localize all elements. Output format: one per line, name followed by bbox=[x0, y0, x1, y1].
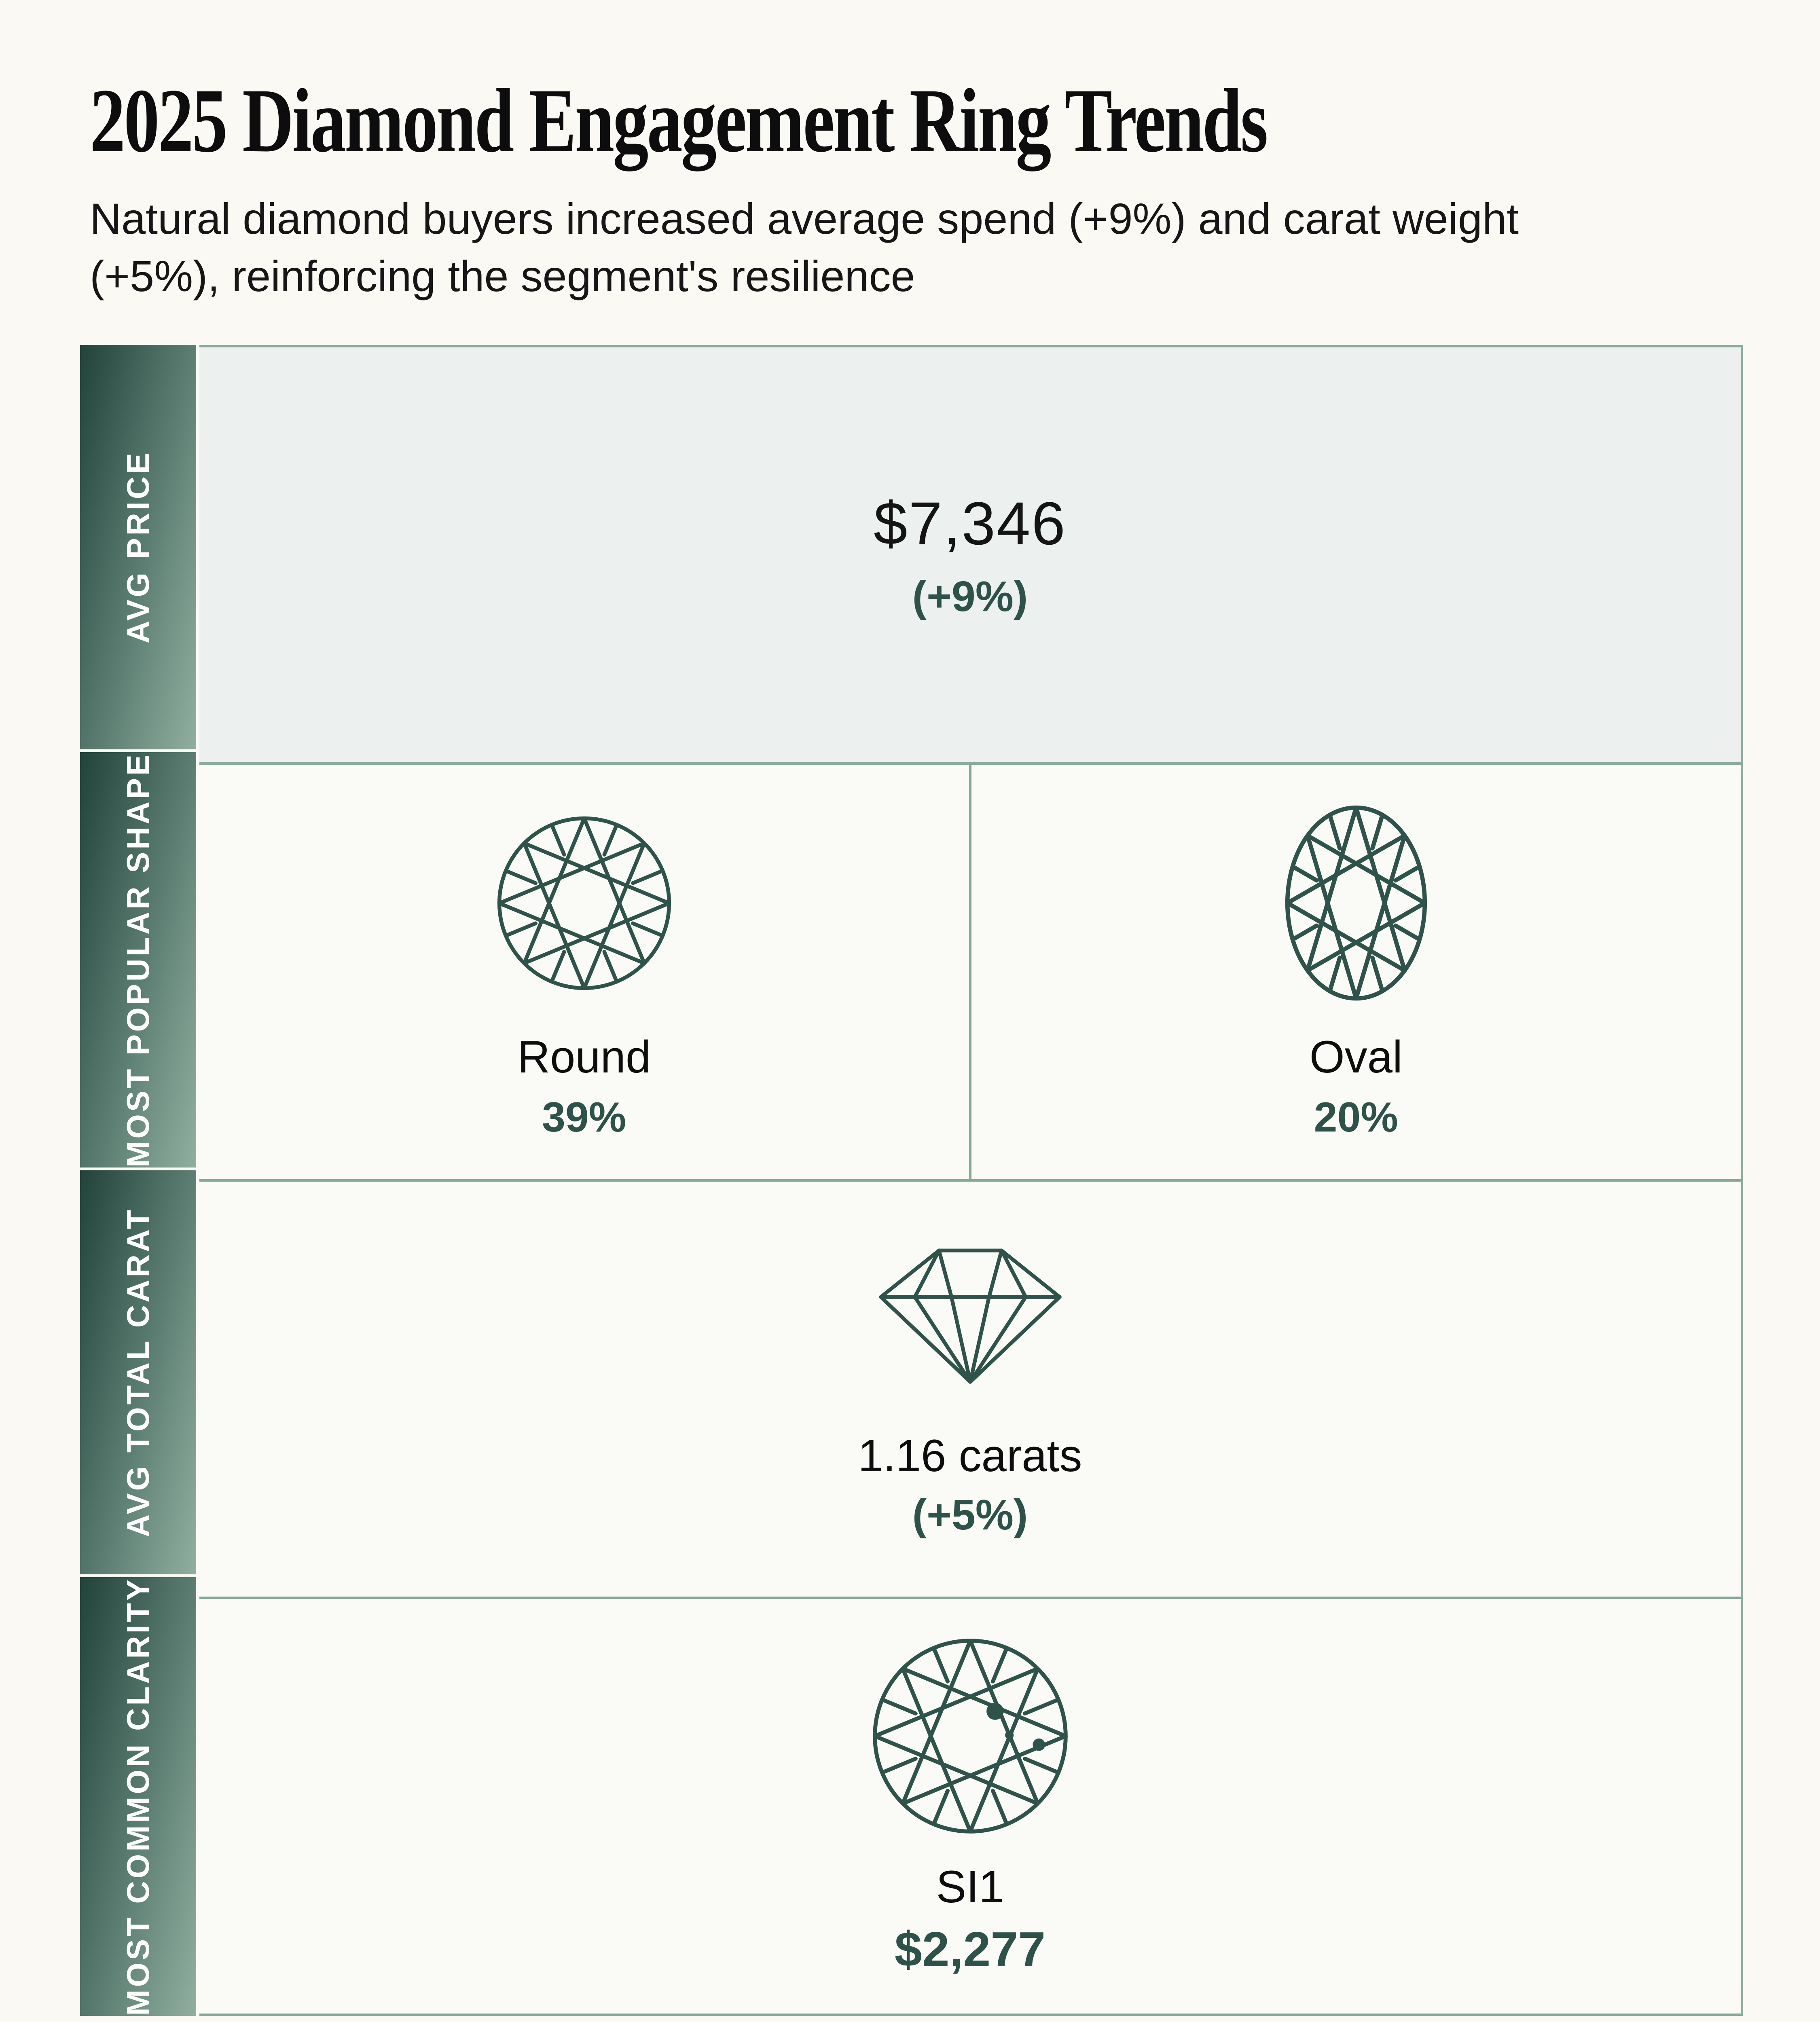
sidebar-cell-popular-shape: MOST POPULAR SHAPE bbox=[80, 752, 196, 1168]
diamond-side-icon bbox=[877, 1239, 1063, 1392]
row-common-clarity: SI1 $2,277 bbox=[199, 1599, 1741, 2014]
sidebar-label: MOST POPULAR SHAPE bbox=[120, 752, 156, 1168]
sidebar-cell-common-clarity: MOST COMMON CLARITY bbox=[80, 1577, 196, 2016]
round-shape-name: Round bbox=[517, 1032, 651, 1083]
inclusion-dot bbox=[986, 1703, 1004, 1720]
round-shape-pct: 39% bbox=[542, 1094, 626, 1141]
oval-diamond-icon bbox=[1282, 802, 1431, 1004]
round-shape-cell: Round 39% bbox=[199, 764, 969, 1179]
inclusion-dot bbox=[1032, 1738, 1045, 1751]
round-diamond-icon bbox=[494, 802, 674, 1004]
subtitle-line-1: Natural diamond buyers increased average… bbox=[90, 194, 1519, 243]
row-total-carat: 1.16 carats (+5%) bbox=[199, 1182, 1741, 1597]
sidebar-cell-avg-price: AVG PRICE bbox=[80, 345, 196, 749]
common-clarity-cell: SI1 $2,277 bbox=[199, 1599, 1741, 2014]
table-content: $7,346 (+9%) bbox=[199, 345, 1743, 2016]
row-avg-price: $7,346 (+9%) bbox=[199, 347, 1741, 762]
inclusion-dot bbox=[1005, 1730, 1014, 1740]
oval-shape-name: Oval bbox=[1309, 1032, 1403, 1083]
sidebar-label: MOST COMMON CLARITY bbox=[120, 1577, 156, 2016]
avg-price-cell: $7,346 (+9%) bbox=[199, 347, 1741, 762]
total-carat-change: (+5%) bbox=[912, 1491, 1028, 1539]
avg-price-change: (+9%) bbox=[912, 572, 1028, 620]
oval-shape-cell: Oval 20% bbox=[971, 764, 1741, 1179]
trends-table: AVG PRICE MOST POPULAR SHAPE AVG TOTAL C… bbox=[80, 345, 1743, 2016]
total-carat-cell: 1.16 carats (+5%) bbox=[199, 1182, 1741, 1597]
common-clarity-value: SI1 bbox=[936, 1861, 1004, 1912]
row-popular-shape: Round 39% bbox=[199, 764, 1741, 1179]
sidebar-cell-total-carat: AVG TOTAL CARAT bbox=[80, 1170, 196, 1575]
common-clarity-price: $2,277 bbox=[894, 1921, 1046, 1977]
table-sidebar: AVG PRICE MOST POPULAR SHAPE AVG TOTAL C… bbox=[80, 345, 196, 2016]
page-subtitle: Natural diamond buyers increased average… bbox=[90, 190, 1519, 305]
page-title: 2025 Diamond Engagement Ring Trends bbox=[90, 70, 1268, 171]
subtitle-line-2: (+5%), reinforcing the segment's resilie… bbox=[90, 252, 915, 300]
clarity-diamond-icon bbox=[869, 1635, 1071, 1837]
total-carat-value: 1.16 carats bbox=[858, 1430, 1082, 1481]
avg-price-value: $7,346 bbox=[874, 489, 1067, 557]
sidebar-label: AVG TOTAL CARAT bbox=[120, 1207, 156, 1538]
sidebar-label: AVG PRICE bbox=[120, 451, 156, 644]
oval-shape-pct: 20% bbox=[1314, 1094, 1398, 1141]
